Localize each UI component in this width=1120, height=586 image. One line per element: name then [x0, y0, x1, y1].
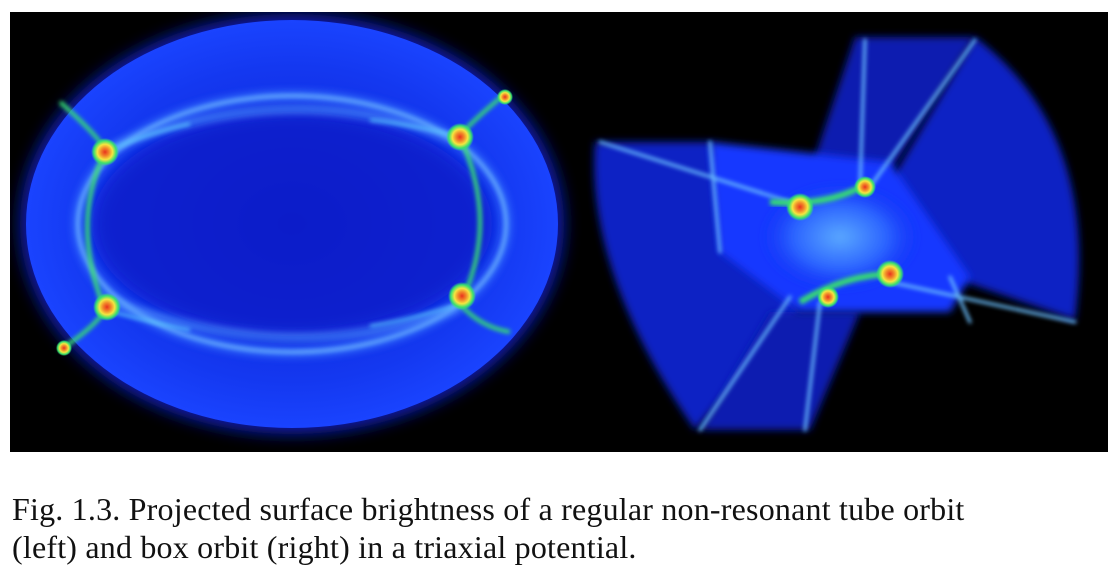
caption-line-1: Fig. 1.3. Projected surface brightness o…: [12, 491, 965, 527]
box-orbit-panel: [594, 37, 1080, 432]
orbit-figure: [20, 14, 1080, 434]
caption-line-2: (left) and box orbit (right) in a triaxi…: [12, 529, 637, 565]
figure-image: [10, 12, 1108, 452]
figure-caption: Fig. 1.3. Projected surface brightness o…: [12, 490, 1112, 566]
tube-orbit-panel: [20, 14, 564, 434]
